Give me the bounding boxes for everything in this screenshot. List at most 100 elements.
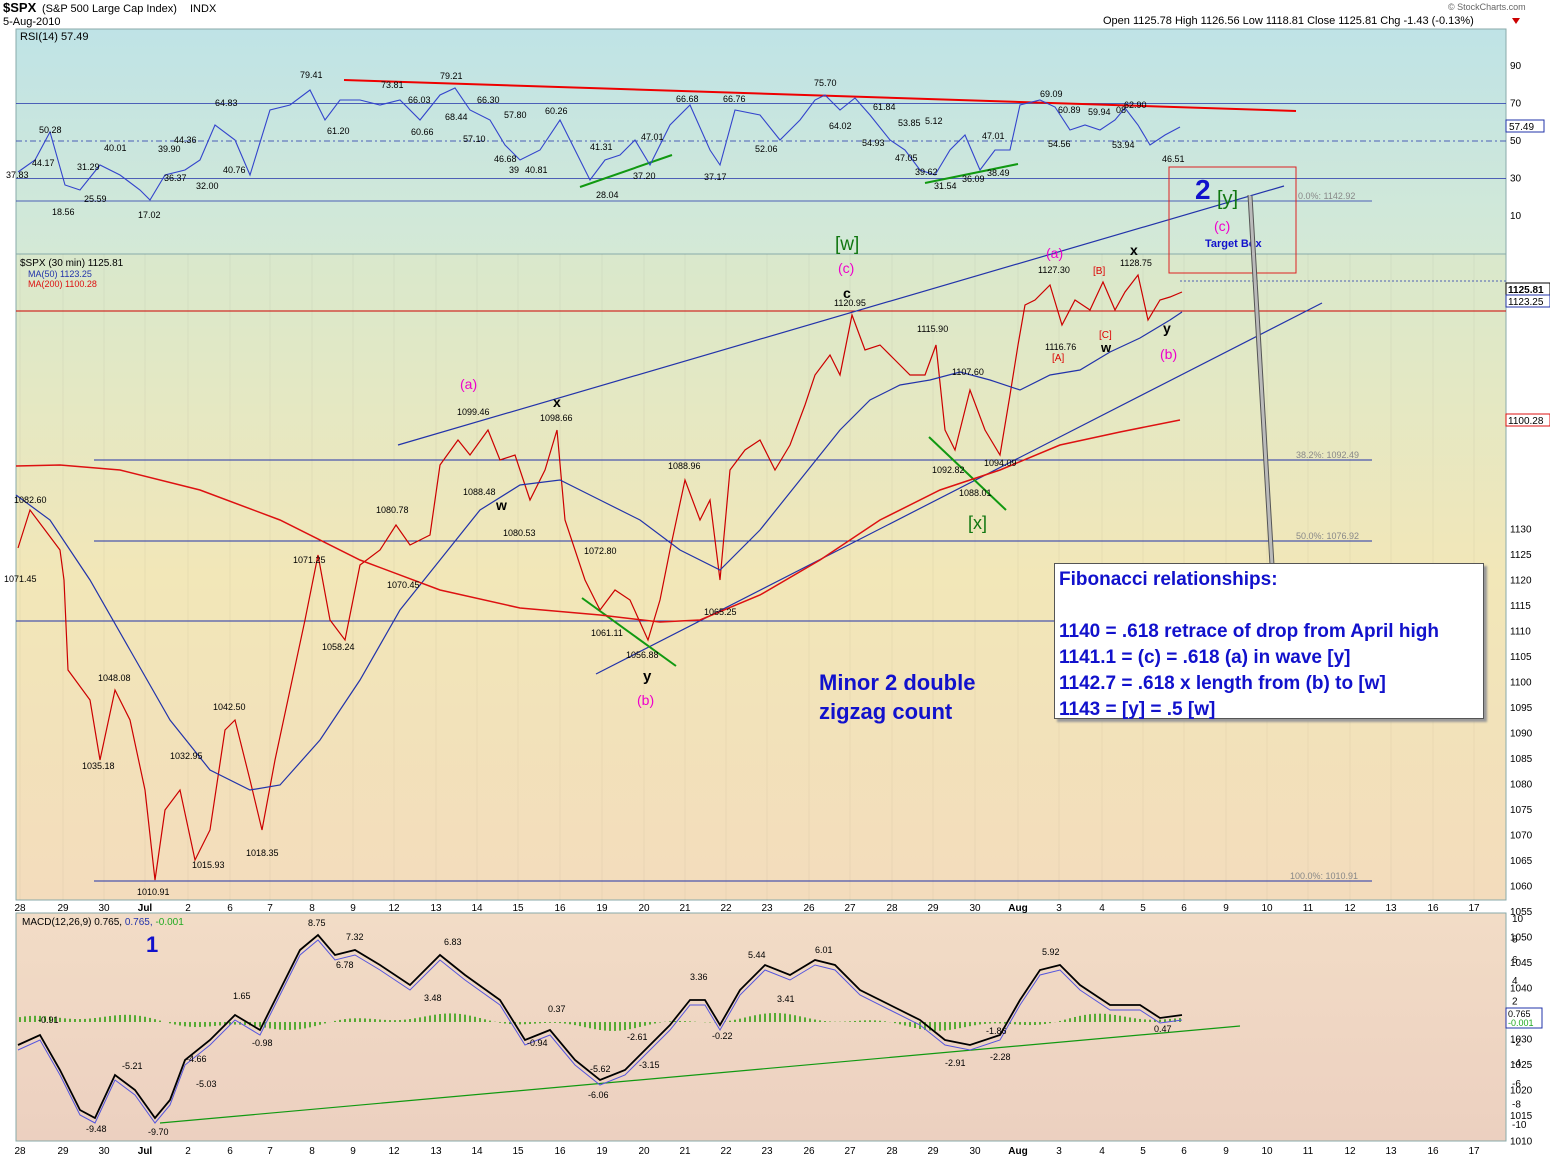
macd-x-tick: 28 <box>886 1146 898 1157</box>
rsi-data-label: 69.09 <box>1040 89 1063 99</box>
price-x-tick: 3 <box>1056 903 1062 914</box>
exchange: INDX <box>190 3 217 15</box>
macd-tick-label: 10 <box>1512 914 1524 925</box>
rsi-data-label: 5.12 <box>925 116 943 126</box>
rsi-data-label: 75.70 <box>814 78 837 88</box>
wave-label: (c) <box>1214 218 1230 234</box>
price-data-label: 1092.82 <box>932 465 965 475</box>
rsi-data-label: 37.83 <box>6 170 29 180</box>
rsi-support-line-2 <box>924 163 1019 184</box>
rsi-data-label: 38.49 <box>987 168 1010 178</box>
macd-x-tick: 21 <box>679 1146 691 1157</box>
wave-label: (b) <box>637 692 654 708</box>
rsi-data-label: 40.81 <box>525 165 548 175</box>
price-data-label: 1120.95 <box>834 298 866 308</box>
price-data-label: 1061.11 <box>591 628 623 638</box>
rsi-data-label: 53.94 <box>1112 140 1135 150</box>
price-data-label: 1094.09 <box>984 458 1017 468</box>
rsi-data-label: 47.01 <box>982 131 1005 141</box>
rsi-data-label: 40.01 <box>104 143 127 153</box>
price-tick-label: 1020 <box>1510 1086 1533 1097</box>
price-x-tick: 5 <box>1140 903 1146 914</box>
rsi-data-label: 68.44 <box>445 112 468 122</box>
macd-x-tick: 4 <box>1099 1146 1105 1157</box>
macd-tick-label: 2 <box>1512 996 1518 1007</box>
rsi-data-label: 18.56 <box>52 207 75 217</box>
macd-hist-badge: -0.001 <box>1508 1018 1534 1028</box>
rsi-data-label: 50.28 <box>39 125 62 135</box>
target-box-label: Target Box <box>1205 238 1263 250</box>
macd-x-tick: 13 <box>430 1146 442 1157</box>
price-x-tick: 28 <box>14 903 26 914</box>
wave-label: 2 <box>1195 174 1211 205</box>
wave-label: [A] <box>1052 353 1064 364</box>
rsi-tick-label: 10 <box>1510 211 1522 222</box>
ma200-badge: 1100.28 <box>1508 416 1544 427</box>
rsi-badge-box <box>1505 119 1545 133</box>
price-data-label: 1015.93 <box>192 860 225 870</box>
rsi-series <box>17 87 1181 201</box>
macd-x-tick: 10 <box>1261 1146 1273 1157</box>
macd-x-tick: 30 <box>98 1146 110 1157</box>
price-tick-label: 1115 <box>1510 601 1531 612</box>
rsi-data-label: 66.76 <box>723 94 746 104</box>
price-tick-label: 1075 <box>1510 805 1533 816</box>
macd-x-tick: 8 <box>309 1146 315 1157</box>
macd-x-tick: 28 <box>14 1146 26 1157</box>
rsi-data-label: 39.62 <box>915 167 938 177</box>
price-x-tick: 23 <box>761 903 773 914</box>
rsi-data-label: 53.85 <box>898 118 921 128</box>
macd-x-tick: 16 <box>1427 1146 1439 1157</box>
macd-data-label: -5.62 <box>590 1064 611 1074</box>
fib-line-2: 1141.1 = (c) = .618 (a) in wave [y] <box>1059 647 1351 668</box>
macd-x-tick: 9 <box>350 1146 356 1157</box>
macd-x-tick: 6 <box>227 1146 233 1157</box>
macd-data-label: 0.37 <box>548 1004 566 1014</box>
rsi-data-label: 31.54 <box>934 181 957 191</box>
macd-x-tick: 27 <box>844 1146 856 1157</box>
macd-data-label: -5.03 <box>196 1079 217 1089</box>
rsi-data-label: 61.20 <box>327 126 350 136</box>
price-data-label: 1080.78 <box>376 505 409 515</box>
ohlc-summary: Open 1125.78 High 1126.56 Low 1118.81 Cl… <box>1103 15 1474 27</box>
rsi-data-label: 61.84 <box>873 102 896 112</box>
price-x-tick: 11 <box>1303 903 1314 914</box>
macd-x-tick: 30 <box>969 1146 981 1157</box>
price-x-tick: 13 <box>1385 903 1397 914</box>
macd-data-label: 3.36 <box>690 972 708 982</box>
wave-label: (a) <box>460 376 477 392</box>
price-data-label: 1127.30 <box>1038 265 1070 275</box>
rsi-data-label: 60.89 <box>1058 105 1081 115</box>
rsi-data-label: 64.83 <box>215 98 238 108</box>
fibonacci-box: Fibonacci relationships: 1140 = .618 ret… <box>1054 563 1484 720</box>
macd-x-tick: 12 <box>1344 1146 1356 1157</box>
wave-label: c <box>843 285 851 301</box>
macd-tick-label: 8 <box>1512 935 1518 946</box>
price-x-tick: 30 <box>98 903 110 914</box>
price-x-tick: 7 <box>267 903 273 914</box>
price-x-tick: 4 <box>1099 903 1105 914</box>
macd-x-tick: Jul <box>138 1146 153 1157</box>
price-x-tick: 17 <box>1468 903 1480 914</box>
wave-label: x <box>553 394 561 410</box>
macd-data-label: 6.83 <box>444 937 462 947</box>
wave-label: [w] <box>835 234 859 255</box>
price-tick-label: 1040 <box>1510 984 1533 995</box>
panel-legends: RSI(14) 57.49 $SPX (30 min) 1125.81 MA(5… <box>20 31 184 928</box>
fib-line-1: 1140 = .618 retrace of drop from April h… <box>1059 621 1439 642</box>
price-data-label: 1065.25 <box>704 607 737 617</box>
macd-data-label: -4.66 <box>186 1054 207 1064</box>
price-tick-label: 1060 <box>1510 882 1533 893</box>
wave-label: [y] <box>1217 188 1238 210</box>
ma50-badge-box <box>1505 294 1550 308</box>
rsi-data-label: 52.06 <box>755 144 778 154</box>
price-x-tick: Aug <box>1008 903 1027 914</box>
macd-legend-hist: -0.001 <box>155 917 184 928</box>
price-x-tick: 14 <box>471 903 483 914</box>
macd-x-tick: 7 <box>267 1146 273 1157</box>
macd-tick-label: 6 <box>1512 955 1518 966</box>
down-arrow-icon <box>1512 18 1520 24</box>
rsi-data-label: 54.93 <box>862 138 885 148</box>
macd-data-label: 5.44 <box>748 950 766 960</box>
price-tick-label: 1010 <box>1510 1137 1533 1148</box>
